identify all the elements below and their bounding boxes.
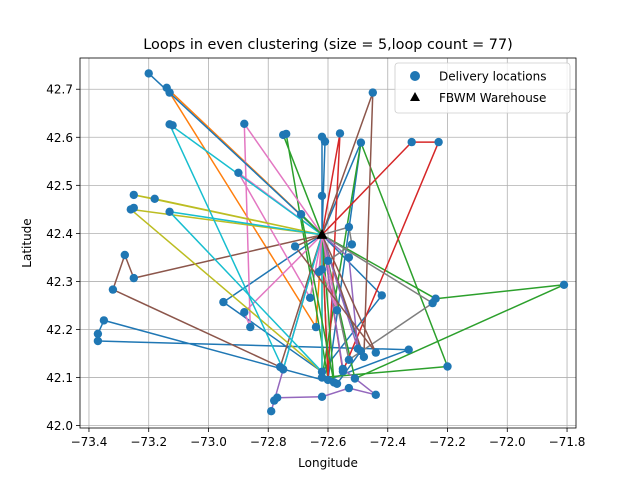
delivery-point bbox=[150, 194, 159, 203]
y-axis-label: Latitude bbox=[20, 218, 34, 267]
route-loop-line bbox=[168, 123, 323, 371]
delivery-point bbox=[219, 297, 228, 307]
delivery-point bbox=[99, 316, 109, 325]
delivery-point bbox=[359, 352, 369, 362]
delivery-point bbox=[347, 240, 357, 249]
legend-box bbox=[394, 62, 571, 114]
route-loop-line bbox=[112, 234, 323, 368]
legend-marker-warehouse bbox=[410, 92, 420, 101]
y-tick-label: 42.7 bbox=[46, 83, 73, 97]
x-tick-label: −72.2 bbox=[429, 435, 466, 449]
legend: Delivery locations FBWM Warehouse bbox=[394, 62, 571, 114]
delivery-point bbox=[267, 407, 276, 416]
y-tick-label: 42.0 bbox=[46, 419, 73, 433]
y-tick-label: 42.2 bbox=[46, 323, 73, 337]
delivery-point bbox=[338, 364, 348, 374]
delivery-point bbox=[108, 285, 118, 294]
delivery-point bbox=[344, 253, 354, 262]
delivery-point bbox=[434, 137, 443, 147]
delivery-point bbox=[323, 256, 333, 265]
warehouse-marker bbox=[316, 228, 328, 239]
route-loop-line bbox=[321, 132, 341, 379]
delivery-point bbox=[317, 392, 327, 401]
delivery-point bbox=[559, 280, 569, 289]
delivery-point bbox=[279, 365, 288, 374]
y-tick-label: 42.5 bbox=[46, 179, 73, 193]
delivery-point bbox=[93, 329, 103, 338]
legend-label-delivery: Delivery locations bbox=[439, 70, 547, 84]
route-loop-line bbox=[321, 141, 449, 379]
delivery-point bbox=[377, 291, 386, 300]
delivery-point bbox=[317, 191, 327, 201]
legend-marker-delivery bbox=[410, 71, 420, 81]
delivery-point bbox=[320, 137, 330, 146]
y-tick-label: 42.4 bbox=[46, 227, 73, 241]
delivery-point bbox=[165, 88, 174, 97]
delivery-point bbox=[344, 355, 354, 364]
delivery-point bbox=[332, 379, 342, 388]
delivery-point bbox=[296, 210, 306, 219]
delivery-points bbox=[93, 69, 569, 416]
route-loop-line bbox=[133, 194, 323, 236]
delivery-point bbox=[240, 119, 249, 128]
x-tick-label: −72.0 bbox=[489, 435, 526, 449]
legend-label-warehouse: FBWM Warehouse bbox=[439, 91, 546, 105]
delivery-point bbox=[332, 306, 342, 315]
delivery-point bbox=[93, 336, 103, 346]
route-loop-line bbox=[321, 91, 374, 358]
x-tick-label: −73.2 bbox=[130, 435, 167, 449]
x-tick-label: −73.4 bbox=[71, 435, 108, 449]
warehouse-point bbox=[316, 228, 328, 239]
delivery-point bbox=[407, 137, 416, 147]
delivery-point bbox=[120, 250, 129, 260]
x-tick-label: −72.8 bbox=[250, 435, 287, 449]
route-loop-line bbox=[321, 234, 434, 361]
x-axis-label: Longitude bbox=[298, 456, 358, 470]
y-axis-ticks: 42.0 42.1 42.2 42.3 42.4 42.5 42.6 42.7 bbox=[46, 83, 80, 433]
delivery-point bbox=[126, 205, 135, 214]
delivery-point bbox=[371, 348, 380, 357]
delivery-point bbox=[350, 374, 360, 383]
delivery-point bbox=[240, 308, 249, 317]
route-loop-line bbox=[168, 211, 323, 373]
delivery-point bbox=[368, 88, 377, 97]
delivery-point bbox=[344, 383, 354, 393]
delivery-point bbox=[290, 242, 300, 251]
delivery-point bbox=[344, 222, 354, 232]
delivery-point bbox=[371, 390, 380, 399]
delivery-point bbox=[246, 322, 255, 332]
delivery-point bbox=[282, 129, 291, 139]
delivery-point bbox=[165, 207, 174, 216]
delivery-point bbox=[129, 190, 138, 200]
delivery-point bbox=[443, 362, 452, 371]
x-tick-label: −72.4 bbox=[369, 435, 406, 449]
x-tick-label: −71.8 bbox=[549, 435, 586, 449]
delivery-point bbox=[234, 168, 243, 177]
delivery-point bbox=[356, 138, 366, 147]
delivery-point bbox=[404, 345, 413, 354]
y-tick-label: 42.1 bbox=[46, 371, 73, 385]
delivery-point bbox=[270, 396, 279, 405]
route-loop-line bbox=[300, 213, 335, 384]
delivery-point bbox=[335, 129, 345, 138]
delivery-point bbox=[144, 69, 153, 78]
x-axis-ticks: −73.4 −73.2 −73.0 −72.8 −72.6 −72.4 −72.2 −72.0… bbox=[71, 428, 586, 449]
delivery-point bbox=[305, 293, 315, 302]
delivery-point bbox=[428, 298, 437, 308]
delivery-point bbox=[311, 322, 321, 332]
y-tick-label: 42.6 bbox=[46, 131, 73, 145]
x-tick-label: −72.6 bbox=[310, 435, 347, 449]
route-loop-line bbox=[294, 234, 377, 354]
chart-title: Loops in even clustering (size = 5,loop … bbox=[143, 37, 512, 53]
y-tick-label: 42.3 bbox=[46, 275, 73, 289]
x-tick-label: −73.0 bbox=[190, 435, 227, 449]
delivery-point bbox=[129, 273, 138, 283]
delivery-point bbox=[317, 265, 327, 274]
delivery-point bbox=[168, 121, 177, 130]
